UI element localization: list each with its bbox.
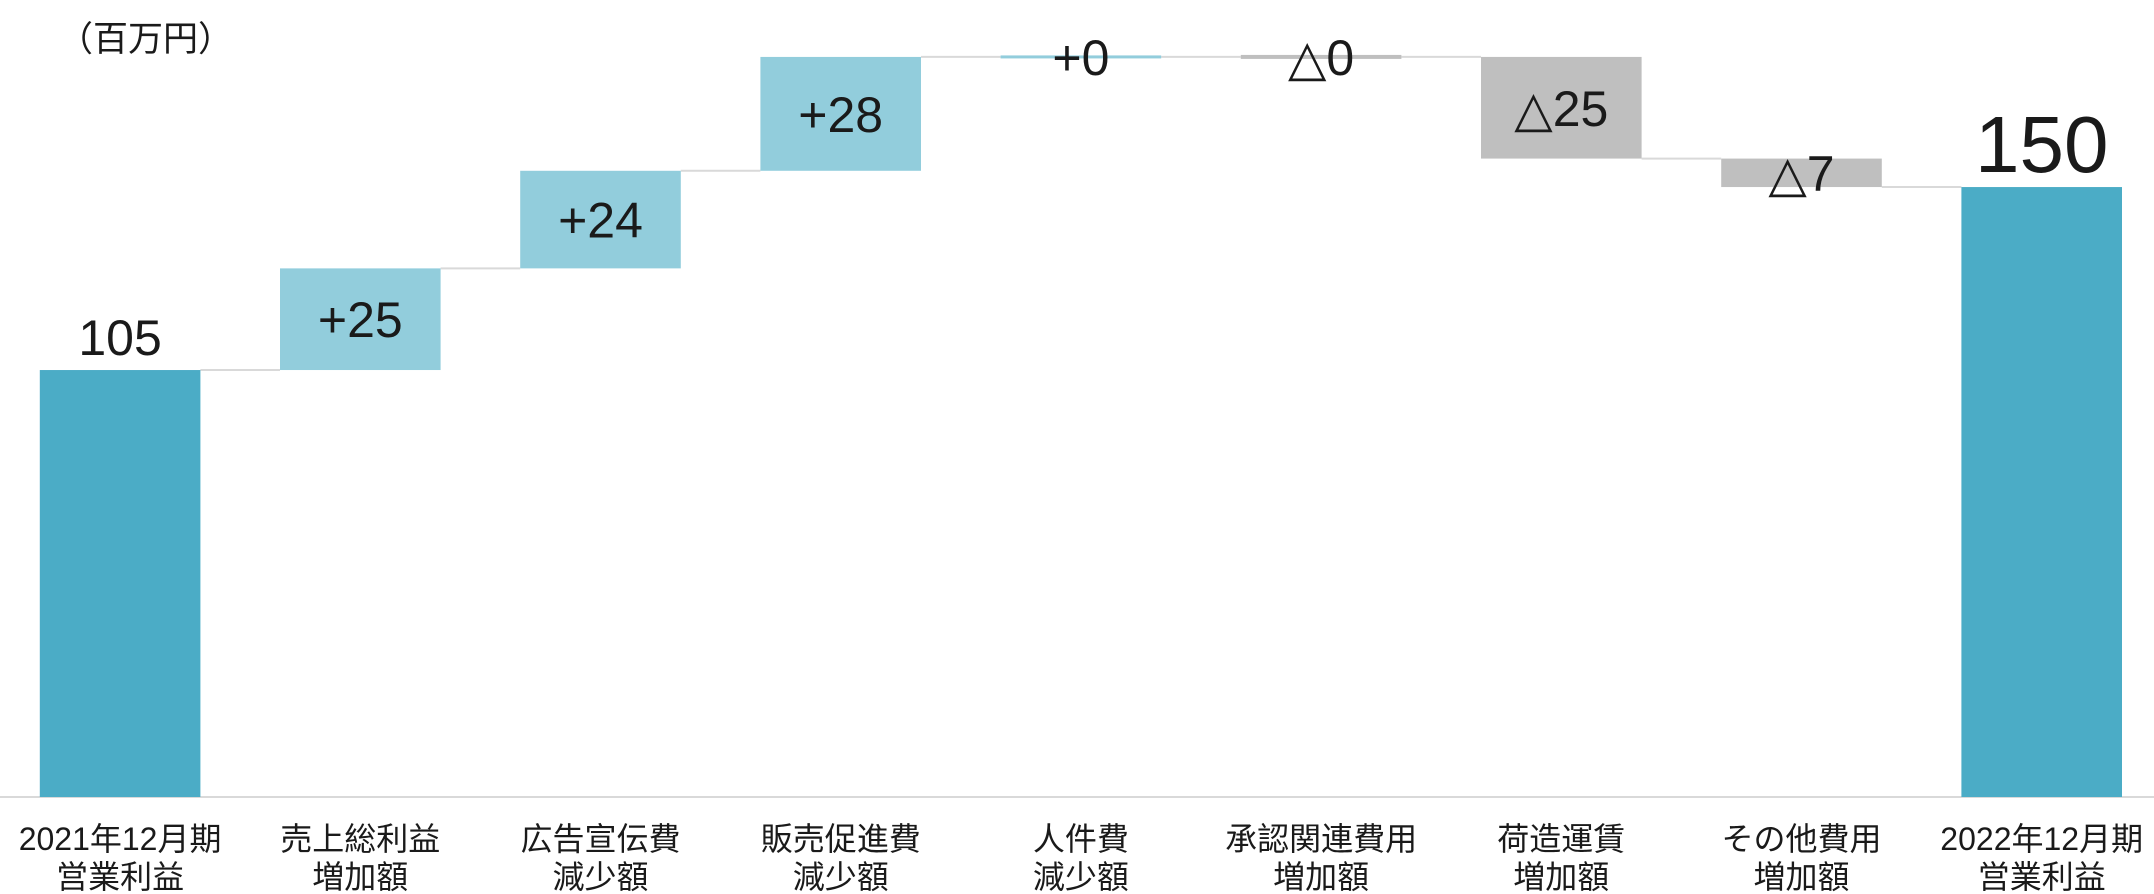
bar-3-increase: [520, 170, 681, 269]
bar-8-decrease: [1721, 158, 1882, 188]
category-label-line: 広告宣伝費: [520, 821, 680, 857]
category-label-9: 2022年12月期営業利益: [1940, 821, 2143, 894]
category-label-7: 荷造運賃増加額: [1497, 821, 1625, 894]
category-label-line: 人件費: [1033, 821, 1129, 857]
data-label-6: △0: [1288, 30, 1354, 86]
category-label-line: 増加額: [312, 859, 408, 894]
category-label-line: 減少額: [793, 859, 889, 894]
data-label-4: +28: [798, 87, 883, 143]
category-label-line: 2021年12月期: [19, 821, 222, 857]
data-label-2: +25: [318, 292, 403, 348]
connector-lines: [200, 55, 1962, 372]
bar-5-increase: [1000, 55, 1162, 59]
category-label-4: 販売促進費減少額: [761, 821, 921, 894]
category-label-8: その他費用増加額: [1721, 821, 1881, 894]
data-label-1: 105: [78, 310, 161, 366]
category-label-line: 増加額: [1273, 859, 1369, 894]
bar-6-decrease: [1240, 54, 1402, 59]
bar-1-total: [39, 370, 201, 797]
category-label-line: 承認関連費用: [1225, 821, 1417, 857]
category-label-line: 増加額: [1513, 859, 1609, 894]
category-labels: 2021年12月期営業利益売上総利益増加額広告宣伝費減少額販売促進費減少額人件費…: [19, 821, 2143, 894]
category-label-5: 人件費減少額: [1033, 821, 1129, 894]
data-label-5: +0: [1052, 30, 1109, 86]
category-label-line: 減少額: [552, 859, 648, 894]
data-label-8: △7: [1768, 146, 1834, 202]
data-labels: 105 +25 +24 +28 +0 △0 △25 △7 150: [78, 30, 2108, 366]
data-label-9: 150: [1975, 100, 2108, 189]
data-label-3: +24: [558, 193, 643, 249]
category-label-3: 広告宣伝費減少額: [520, 821, 680, 894]
category-label-1: 2021年12月期営業利益: [19, 821, 222, 894]
bar-7-decrease: [1481, 56, 1642, 159]
category-label-line: 2022年12月期: [1940, 821, 2143, 857]
bar-4-increase: [760, 56, 921, 171]
category-label-line: 増加額: [1753, 859, 1849, 894]
bars: [39, 54, 2122, 797]
bar-9-total: [1961, 187, 2122, 797]
category-label-6: 承認関連費用増加額: [1225, 821, 1417, 894]
category-label-line: 荷造運賃: [1497, 821, 1625, 857]
category-label-line: その他費用: [1721, 821, 1881, 857]
unit-label: （百万円）: [58, 20, 233, 59]
category-label-2: 売上総利益増加額: [280, 821, 440, 894]
category-label-line: 減少額: [1033, 859, 1129, 894]
category-label-line: 営業利益: [56, 859, 184, 894]
data-label-7: △25: [1514, 81, 1608, 137]
category-label-line: 営業利益: [1978, 859, 2106, 894]
category-label-line: 売上総利益: [280, 821, 440, 857]
category-label-line: 販売促進費: [761, 821, 921, 857]
bar-2-increase: [280, 268, 441, 371]
